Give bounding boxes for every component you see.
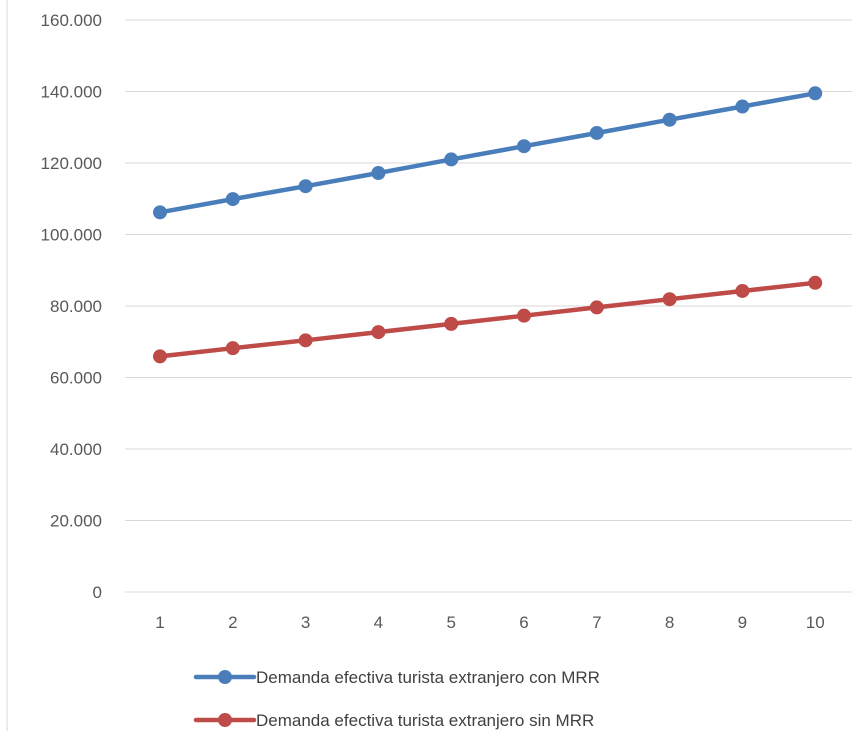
data-point [735, 283, 750, 298]
series-line [157, 280, 818, 359]
y-tick-label: 40.000 [50, 440, 102, 459]
x-tick-label: 8 [665, 613, 674, 632]
legend-label: Demanda efectiva turista extranjero sin … [256, 711, 594, 730]
y-tick-label: 160.000 [41, 11, 102, 30]
data-point [153, 349, 167, 364]
data-point [735, 99, 750, 114]
series-2 [153, 275, 823, 364]
legend-item: Demanda efectiva turista extranjero sin … [193, 711, 594, 730]
x-tick-label: 3 [301, 613, 310, 632]
x-tick-label: 1 [155, 613, 164, 632]
x-tick-label: 7 [592, 613, 601, 632]
data-point [371, 166, 386, 181]
y-tick-label: 120.000 [41, 154, 102, 173]
data-point [225, 341, 240, 356]
x-tick-label: 9 [738, 613, 747, 632]
legend-marker [218, 713, 232, 727]
data-point [589, 300, 604, 315]
y-tick-label: 80.000 [50, 297, 102, 316]
data-point [444, 316, 459, 331]
data-point [808, 275, 823, 290]
data-point [662, 112, 677, 127]
y-tick-label: 20.000 [50, 512, 102, 531]
data-point [808, 86, 823, 101]
y-tick-label: 100.000 [41, 226, 102, 245]
x-tick-label: 6 [519, 613, 528, 632]
data-point [662, 292, 677, 307]
data-point [153, 205, 167, 220]
legend: Demanda efectiva turista extranjero con … [193, 668, 600, 730]
data-point [589, 125, 604, 140]
data-point [444, 152, 459, 167]
x-tick-label: 2 [228, 613, 237, 632]
x-tick-label: 10 [806, 613, 825, 632]
series-1 [153, 86, 823, 220]
data-point [225, 192, 240, 207]
y-tick-label: 60.000 [50, 369, 102, 388]
x-axis-tick-labels: 1 2 3 4 5 6 7 8 9 10 [155, 613, 824, 632]
data-point [298, 179, 313, 194]
data-point [517, 308, 531, 323]
series-line [157, 91, 818, 215]
series-lines [153, 86, 823, 364]
x-tick-label: 5 [446, 613, 455, 632]
legend-item: Demanda efectiva turista extranjero con … [193, 668, 600, 687]
y-tick-label: 140.000 [41, 83, 102, 102]
legend-label: Demanda efectiva turista extranjero con … [256, 668, 600, 687]
data-point [517, 139, 531, 154]
x-tick-label: 4 [374, 613, 383, 632]
legend-marker [218, 670, 232, 684]
y-tick-label: 0 [93, 583, 102, 602]
gridlines [125, 19, 852, 593]
data-point [371, 325, 386, 340]
y-axis-tick-labels: 0 20.000 40.000 60.000 80.000 100.000 120.000 1… [41, 11, 102, 602]
data-point [298, 333, 313, 348]
